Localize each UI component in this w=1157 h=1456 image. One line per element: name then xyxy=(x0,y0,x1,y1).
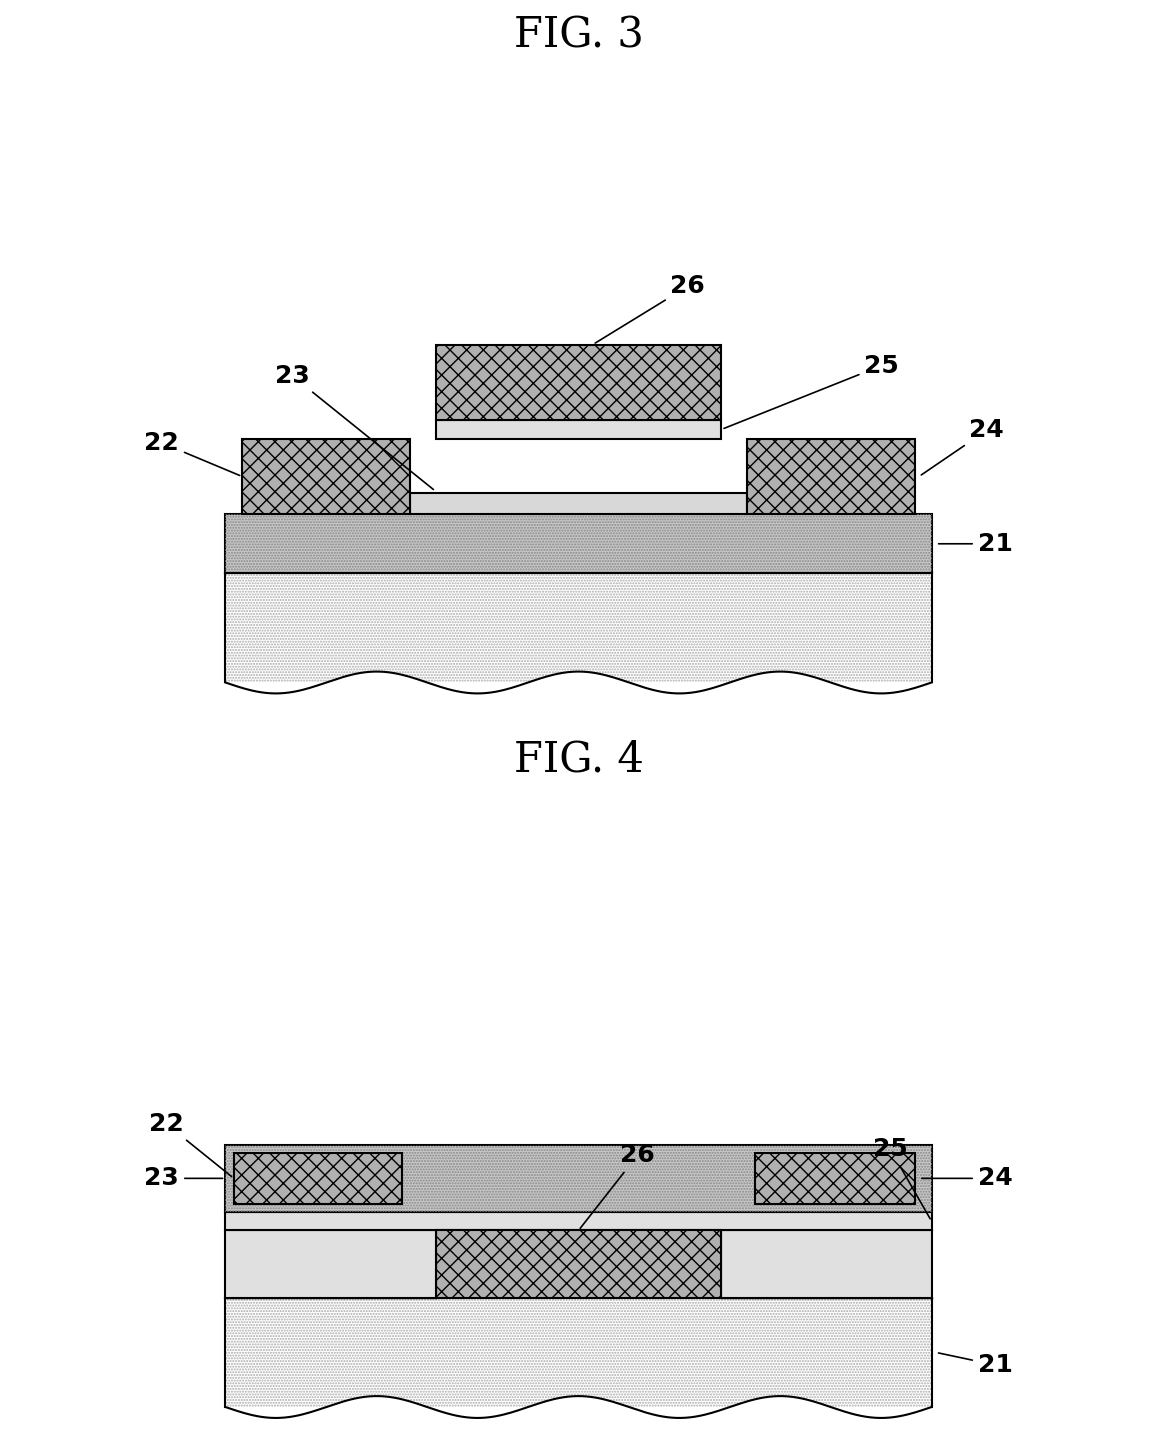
Bar xyxy=(226,574,931,683)
Text: 26: 26 xyxy=(580,1143,655,1229)
Bar xyxy=(722,1230,931,1297)
Bar xyxy=(226,1297,931,1406)
Bar xyxy=(226,1230,435,1297)
Bar xyxy=(226,514,931,574)
Text: FIG. 3: FIG. 3 xyxy=(514,15,643,57)
Text: 25: 25 xyxy=(872,1137,930,1219)
Text: 23: 23 xyxy=(274,364,434,489)
Bar xyxy=(242,438,411,514)
Text: 21: 21 xyxy=(938,531,1012,556)
Text: 21: 21 xyxy=(938,1353,1012,1377)
Bar xyxy=(234,1153,401,1204)
Bar xyxy=(226,514,931,574)
Text: 26: 26 xyxy=(595,274,705,344)
Text: FIG. 4: FIG. 4 xyxy=(514,738,643,780)
Bar xyxy=(435,345,722,421)
Bar xyxy=(226,1144,931,1211)
Text: 25: 25 xyxy=(724,354,899,428)
Bar xyxy=(411,494,746,514)
Bar xyxy=(746,438,915,514)
Bar xyxy=(756,1153,915,1204)
Text: 24: 24 xyxy=(922,1166,1012,1191)
Text: 24: 24 xyxy=(921,418,1004,475)
Bar xyxy=(435,1230,722,1297)
Text: 22: 22 xyxy=(145,431,239,476)
Bar xyxy=(226,1144,931,1211)
Bar xyxy=(226,1211,931,1230)
Text: 22: 22 xyxy=(148,1112,231,1176)
Bar xyxy=(226,574,931,683)
Bar xyxy=(226,1297,931,1406)
Text: 23: 23 xyxy=(145,1166,222,1191)
Bar xyxy=(435,421,722,438)
